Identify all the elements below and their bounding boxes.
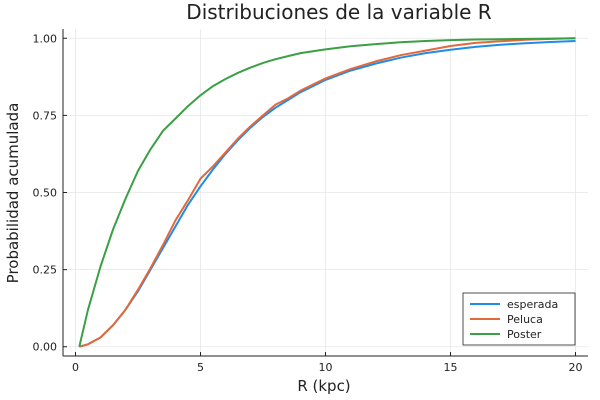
y-tick-label: 0.75 (33, 109, 58, 122)
x-tick-label: 5 (197, 361, 204, 374)
x-axis-label: R (kpc) (297, 377, 350, 395)
x-tick-label: 0 (72, 361, 79, 374)
x-tick-label: 15 (444, 361, 458, 374)
y-tick-label: 1.00 (33, 32, 58, 45)
axes: 0 5 10 15 20 0.00 0.25 0.50 0.75 1.00 (33, 29, 588, 374)
legend-label-esperada: esperada (507, 298, 558, 311)
series-lines (78, 37, 576, 348)
series-line-poster (78, 37, 576, 347)
legend: esperada Peluca Poster (462, 292, 576, 346)
x-tick-label: 20 (569, 361, 583, 374)
legend-label-poster: Poster (507, 328, 542, 341)
y-tick-label: 0.50 (33, 187, 58, 200)
series-line-peluca (79, 37, 576, 348)
y-axis-label: Probabilidad acumulada (4, 103, 22, 284)
chart-title: Distribuciones de la variable R (186, 0, 491, 24)
y-tick-label: 0.00 (33, 341, 58, 354)
x-tick-label: 10 (319, 361, 333, 374)
legend-label-peluca: Peluca (507, 313, 543, 326)
y-tick-label: 0.25 (33, 264, 58, 277)
